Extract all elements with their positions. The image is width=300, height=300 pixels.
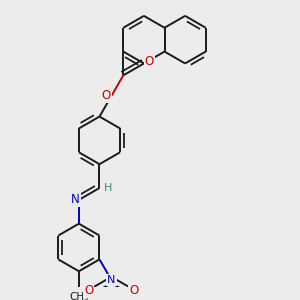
Text: O: O (84, 284, 93, 297)
Text: N: N (71, 193, 80, 206)
Text: O: O (129, 284, 139, 297)
Text: O: O (102, 88, 111, 102)
Text: N: N (107, 275, 116, 285)
Text: H: H (104, 183, 112, 193)
Text: CH₃: CH₃ (69, 292, 88, 300)
Text: O: O (145, 56, 154, 68)
